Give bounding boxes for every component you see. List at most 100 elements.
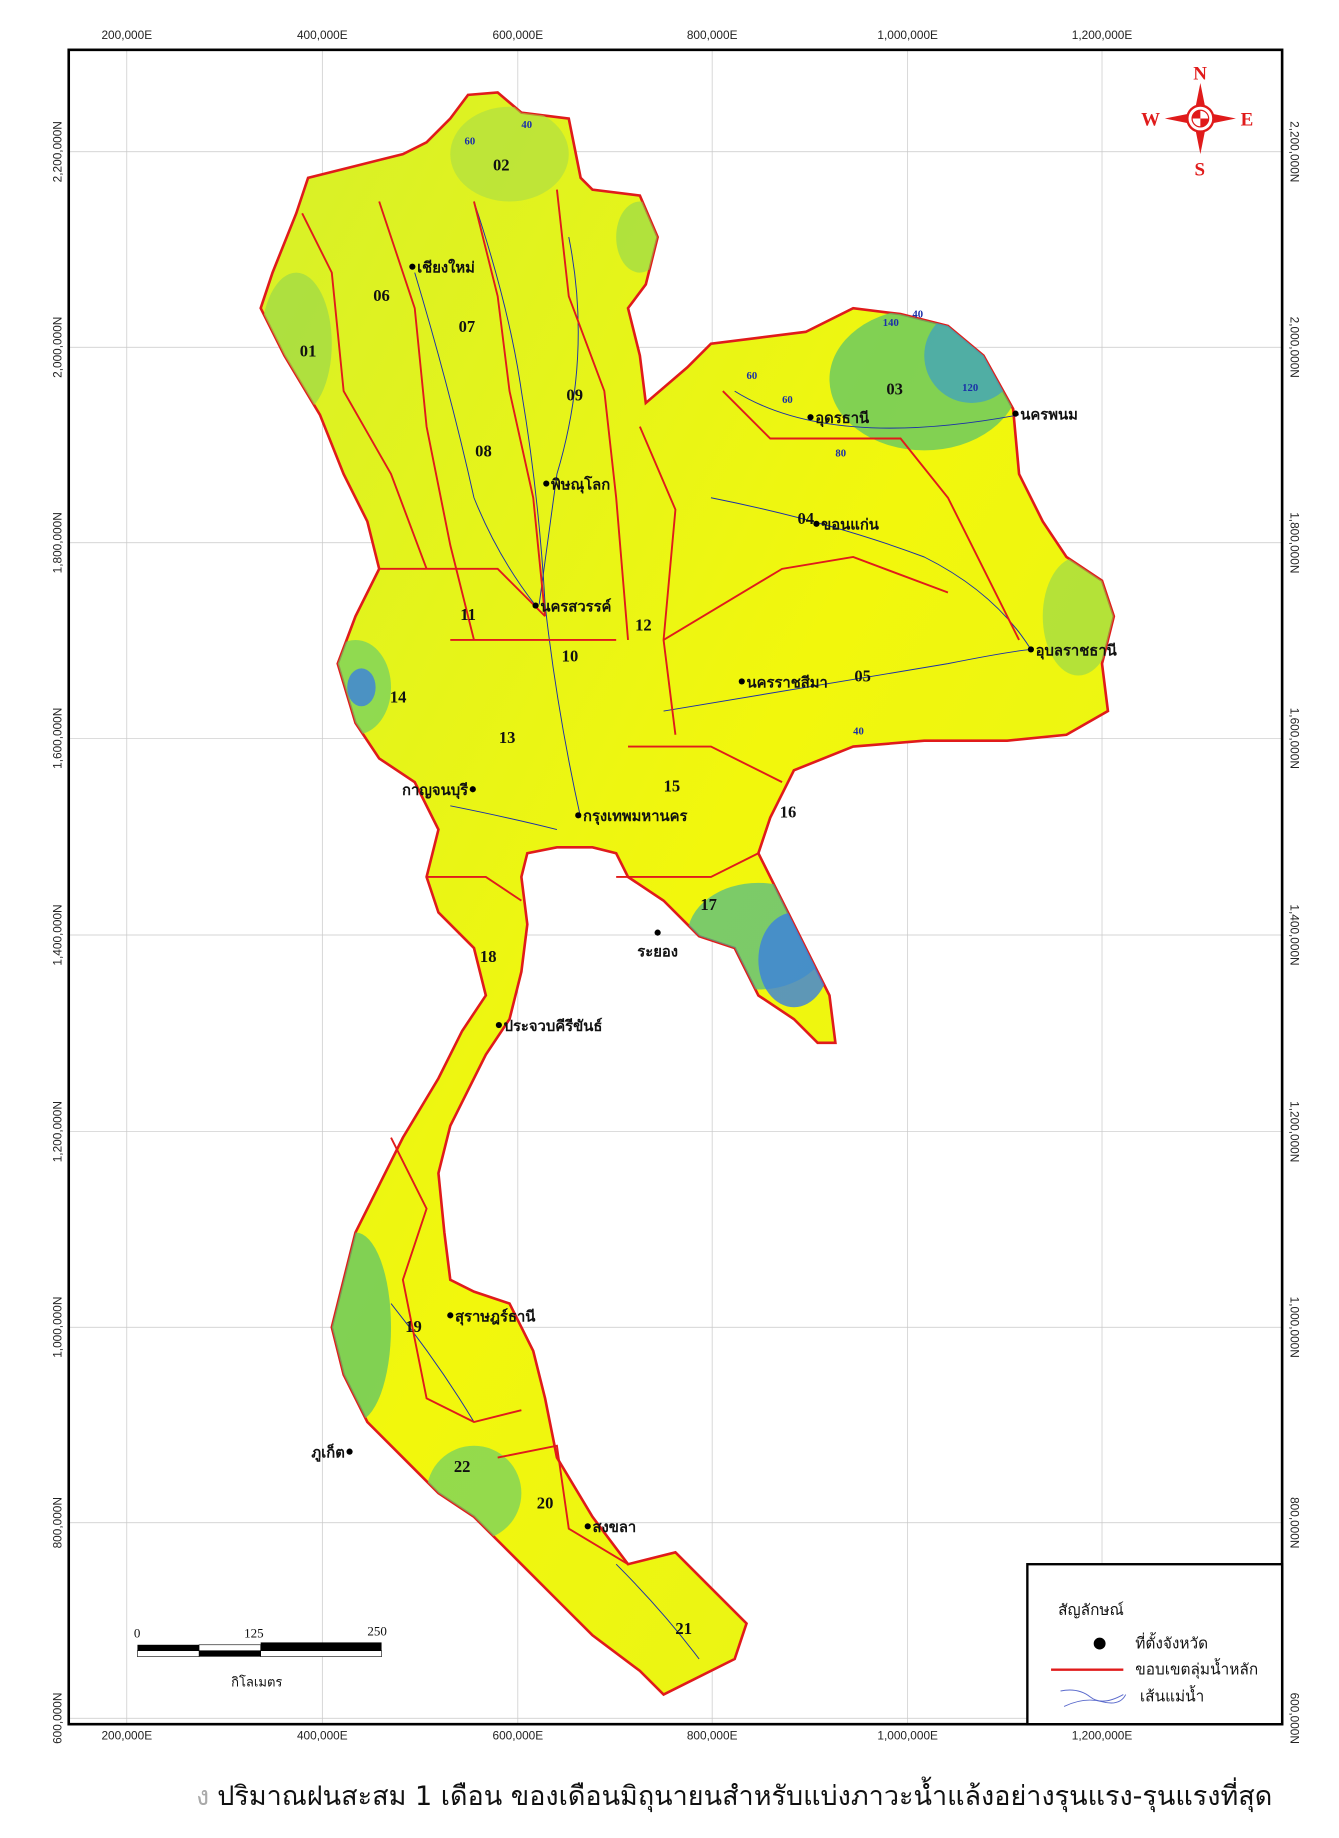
compass-rose-icon: N S W E bbox=[1141, 63, 1253, 180]
province-dot bbox=[738, 678, 745, 685]
y-tick-left: 2,000,000N bbox=[51, 317, 65, 378]
basin-label: 21 bbox=[675, 1619, 692, 1638]
caption-text: ปริมาณฝนสะสม 1 เดือน ของเดือนมิถุนายนสำห… bbox=[217, 1781, 1273, 1812]
figure-caption: งปริมาณฝนสะสม 1 เดือน ของเดือนมิถุนายนสำ… bbox=[196, 1774, 1272, 1817]
dot-icon bbox=[1093, 1637, 1106, 1650]
basin-label: 04 bbox=[797, 509, 814, 528]
province-label: นครราชสีมา bbox=[747, 674, 828, 691]
compass-s: S bbox=[1194, 159, 1205, 180]
y-tick-left: 1,600,000N bbox=[51, 708, 65, 769]
contour-label: 60 bbox=[465, 137, 476, 148]
compass-w: W bbox=[1141, 110, 1160, 131]
y-tick-left: 1,000,000N bbox=[51, 1297, 65, 1358]
province-label: ระยอง bbox=[637, 943, 678, 960]
province-dot bbox=[532, 602, 539, 609]
basin-label: 20 bbox=[537, 1494, 554, 1513]
province-dot bbox=[469, 786, 476, 793]
basin-label: 01 bbox=[300, 342, 317, 361]
map-frame bbox=[67, 48, 1284, 1726]
province-label: ภูเก็ต bbox=[311, 1443, 344, 1463]
province-dot bbox=[543, 480, 550, 487]
scale-label-125: 125 bbox=[244, 1626, 264, 1641]
province-label: อุบลราชธานี bbox=[1036, 642, 1118, 659]
province-label: นครพนม bbox=[1020, 407, 1078, 424]
x-tick-bottom: 400,000E bbox=[297, 1729, 348, 1743]
scale-bar: 0 125 250 กิโลเมตร bbox=[134, 1623, 387, 1689]
basin-label: 08 bbox=[475, 441, 492, 460]
basin-label: 05 bbox=[854, 666, 871, 685]
province-dot bbox=[807, 414, 814, 421]
y-tick-right: 2,000,000N bbox=[1287, 317, 1301, 378]
province-label: กรุงเทพมหานคร bbox=[583, 808, 688, 825]
y-tick-left: 1,800,000N bbox=[51, 512, 65, 573]
thailand-rainfall-surface bbox=[259, 91, 1116, 1697]
basin-label: 14 bbox=[390, 688, 407, 707]
legend-title: สัญลักษณ์ bbox=[1058, 1601, 1124, 1619]
legend-item-river: เส้นแม่น้ำ bbox=[1140, 1685, 1204, 1706]
basin-label: 19 bbox=[405, 1317, 422, 1336]
y-tick-left: 600,000N bbox=[51, 1693, 65, 1744]
caption-fragment: ง bbox=[196, 1781, 210, 1812]
province-dot bbox=[584, 1523, 591, 1530]
x-tick-bottom: 200,000E bbox=[101, 1729, 152, 1743]
province-dot bbox=[447, 1312, 454, 1319]
province-dot bbox=[813, 520, 820, 527]
province-dot bbox=[1012, 410, 1019, 417]
scale-label-0: 0 bbox=[134, 1626, 141, 1641]
basin-label: 17 bbox=[700, 895, 717, 914]
rivers bbox=[390, 201, 1032, 1660]
province-label: นครสวรรค์ bbox=[540, 598, 611, 616]
x-tick-top: 200,000E bbox=[101, 28, 152, 42]
basin-boundaries bbox=[301, 189, 1020, 1566]
basin-label: 03 bbox=[886, 380, 903, 399]
basin-label: 13 bbox=[499, 728, 516, 747]
map-labels: 01 02 03 04 05 06 07 08 09 10 11 12 13 14 15 16 17 18 19 20… bbox=[300, 120, 1118, 1638]
y-tick-right: 1,000,000N bbox=[1287, 1297, 1301, 1358]
province-dot bbox=[346, 1448, 353, 1455]
legend: สัญลักษณ์ ที่ตั้งจังหวัด ขอบเขตลุ่มน้ำหล… bbox=[1026, 1563, 1284, 1726]
y-tick-left: 1,200,000N bbox=[51, 1101, 65, 1162]
country-outline bbox=[259, 91, 1116, 1697]
province-dot bbox=[495, 1021, 502, 1029]
basin-label: 12 bbox=[635, 615, 652, 634]
basin-label: 16 bbox=[780, 803, 797, 822]
contour-label: 40 bbox=[912, 310, 923, 321]
contour-label: 80 bbox=[835, 448, 846, 459]
province-label: เชียงใหม่ bbox=[417, 259, 475, 277]
x-tick-top: 800,000E bbox=[687, 28, 738, 42]
scale-unit: กิโลเมตร bbox=[231, 1674, 282, 1689]
contour-label: 60 bbox=[782, 395, 793, 406]
x-tick-bottom: 800,000E bbox=[687, 1729, 738, 1743]
basin-label: 15 bbox=[664, 777, 681, 796]
basin-label: 06 bbox=[373, 286, 390, 305]
x-tick-bottom: 600,000E bbox=[492, 1729, 543, 1743]
province-label: อุดรธานี bbox=[815, 410, 870, 427]
x-tick-bottom: 1,000,000E bbox=[877, 1729, 938, 1743]
basin-label: 10 bbox=[562, 646, 579, 665]
river-line-icon bbox=[1060, 1689, 1127, 1707]
province-dot bbox=[409, 263, 416, 270]
basin-label: 11 bbox=[460, 605, 476, 624]
x-tick-top: 1,000,000E bbox=[877, 28, 938, 42]
grid-lines bbox=[68, 49, 1283, 1725]
y-tick-left: 800,000N bbox=[51, 1497, 65, 1548]
y-tick-right: 1,200,000N bbox=[1287, 1101, 1301, 1162]
coordinate-ticks: 200,000E 200,000E 400,000E 400,000E 600,000E… bbox=[51, 28, 1302, 1744]
contour-label: 40 bbox=[853, 727, 864, 738]
province-dot bbox=[1027, 646, 1034, 653]
basin-label: 09 bbox=[566, 386, 583, 405]
province-dot bbox=[654, 929, 661, 936]
x-tick-top: 400,000E bbox=[297, 28, 348, 42]
compass-e: E bbox=[1241, 110, 1254, 131]
province-dot bbox=[575, 812, 582, 819]
basin-label: 18 bbox=[480, 947, 497, 966]
province-label: กาญจนบุรี bbox=[402, 782, 468, 799]
compass-n: N bbox=[1193, 63, 1207, 84]
x-tick-top: 1,200,000E bbox=[1072, 28, 1133, 42]
y-tick-right: 1,400,000N bbox=[1287, 904, 1301, 965]
province-label: สงขลา bbox=[592, 1519, 636, 1536]
contour-label: 60 bbox=[747, 371, 758, 382]
x-tick-top: 600,000E bbox=[492, 28, 543, 42]
basin-label: 07 bbox=[459, 317, 476, 336]
